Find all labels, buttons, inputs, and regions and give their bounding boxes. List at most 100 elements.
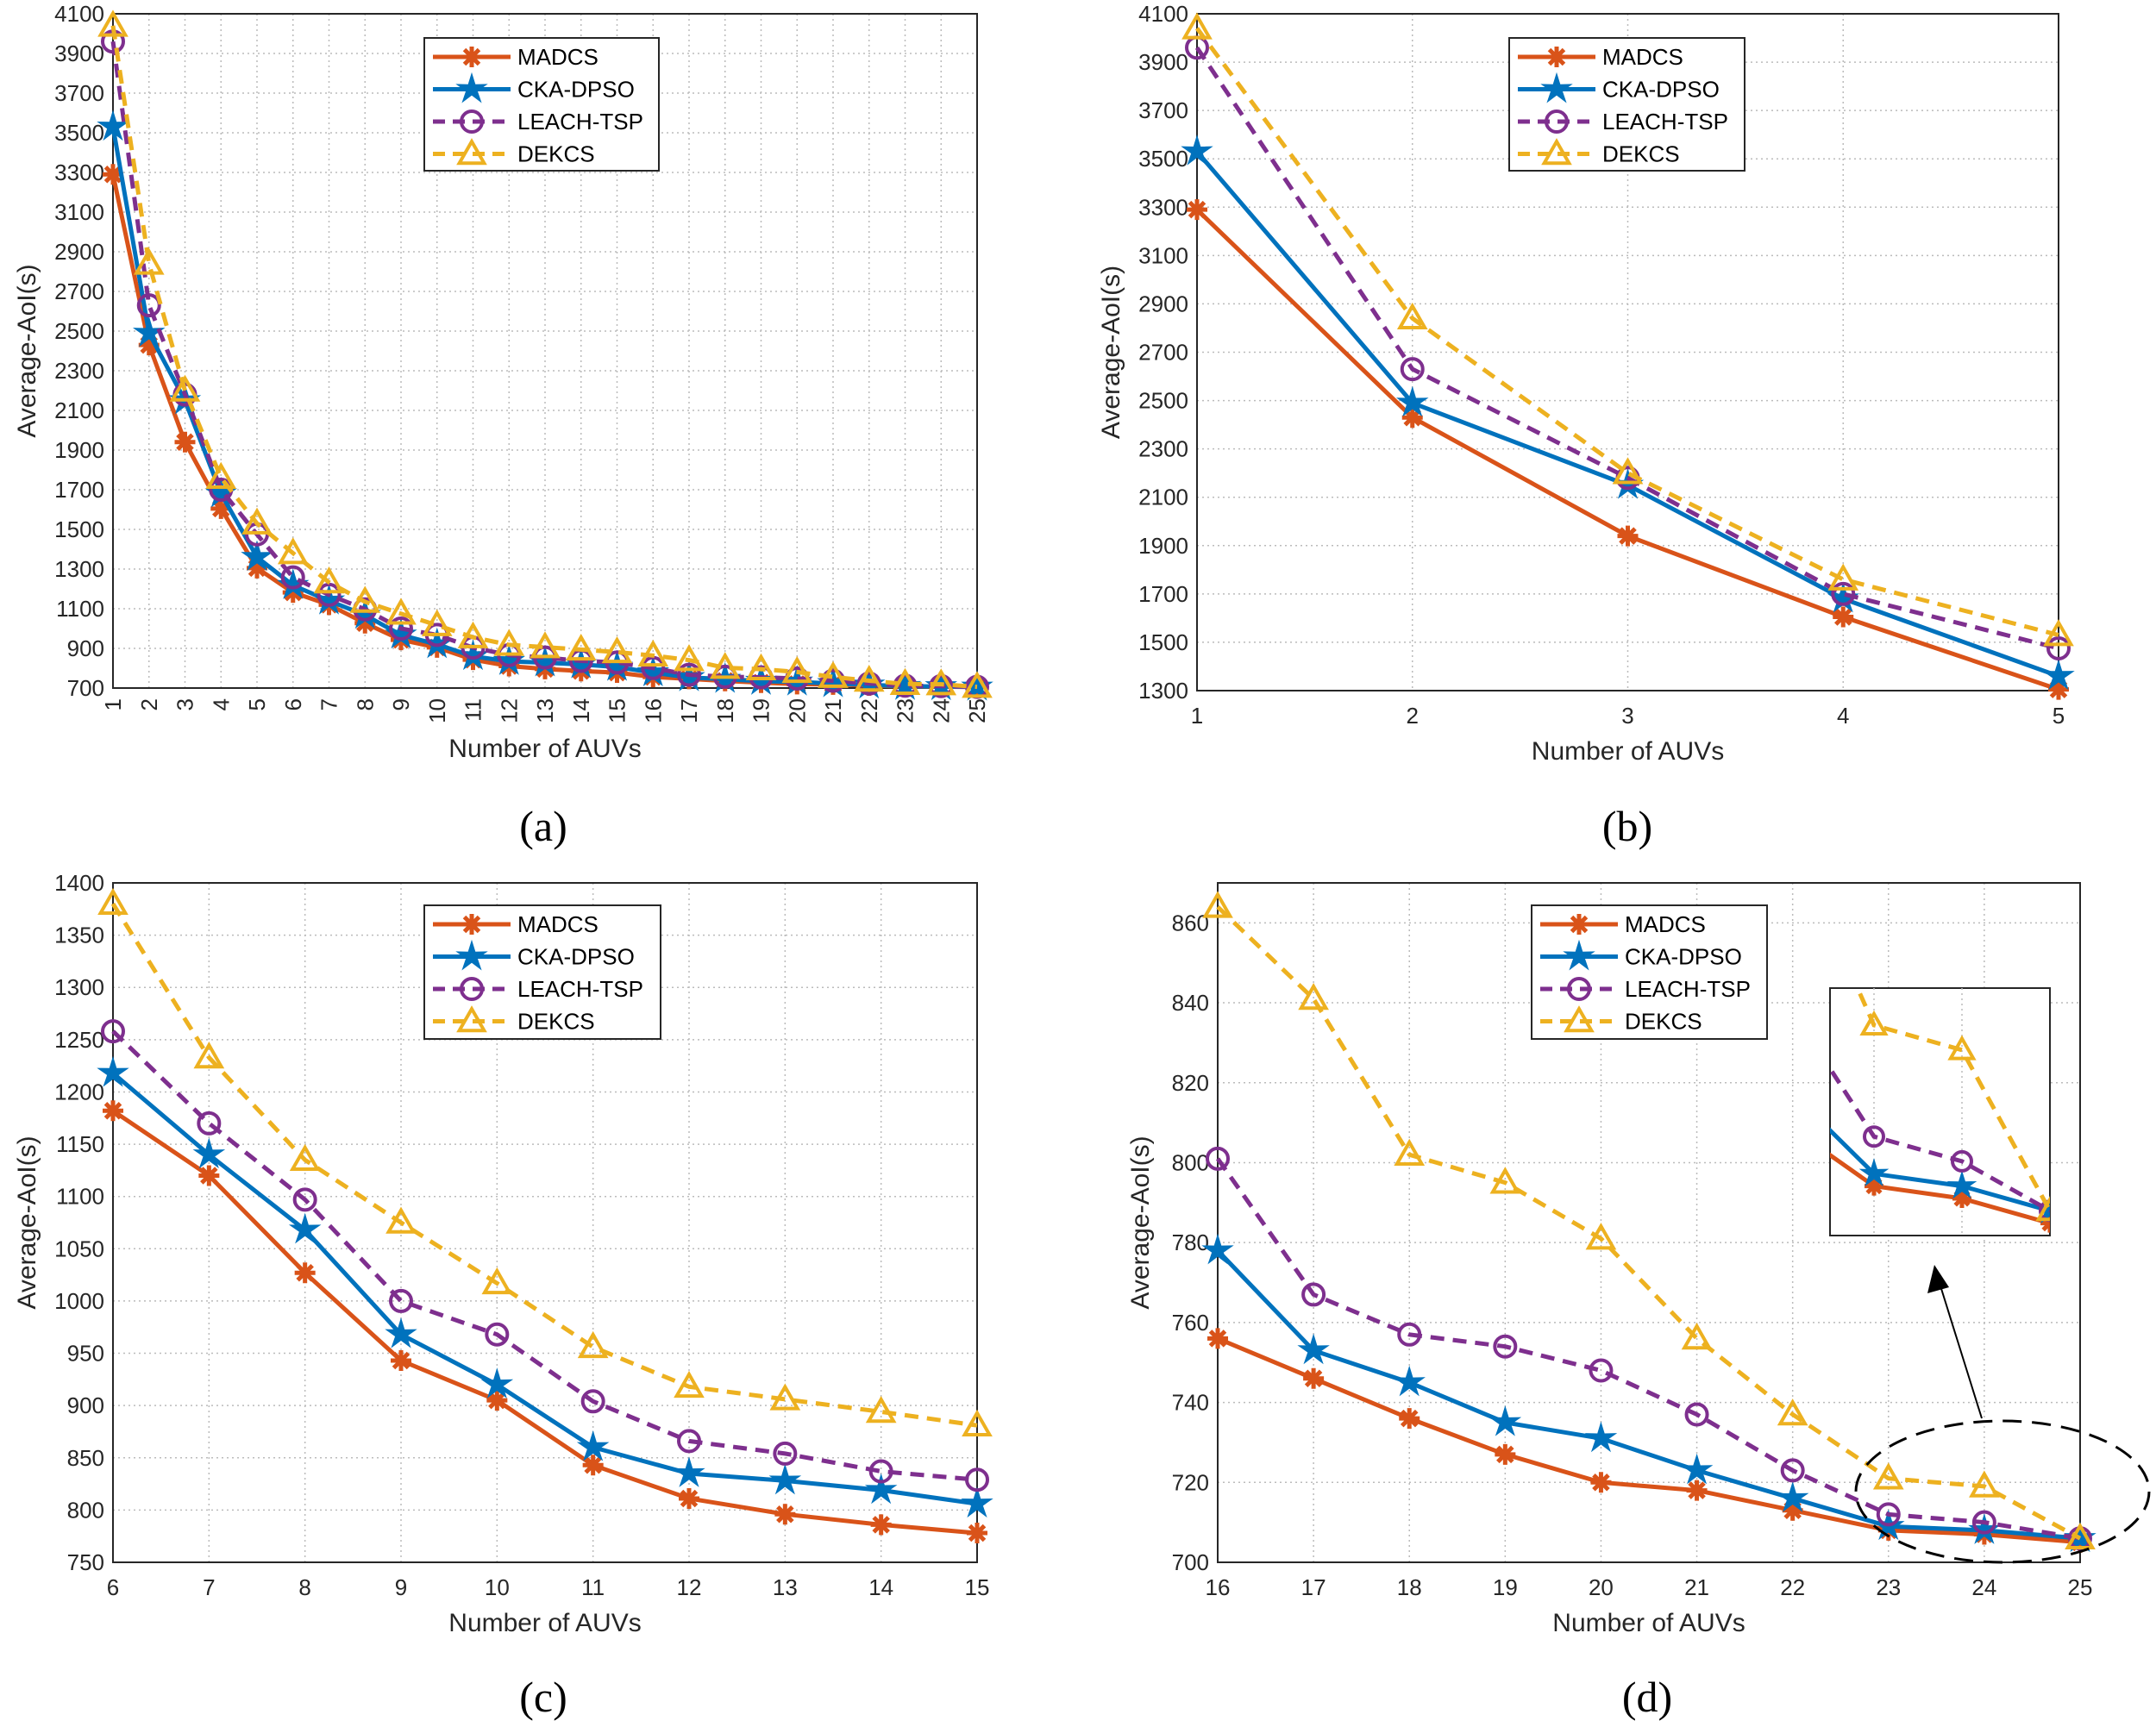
data-point-star	[1181, 135, 1213, 166]
data-point-triangle	[385, 1206, 417, 1234]
arrow-head-icon	[1927, 1265, 1949, 1293]
y-tick-label: 1050	[54, 1236, 104, 1261]
legend-marker-circle	[460, 110, 484, 134]
series-dekcs	[1181, 12, 2074, 647]
legend-label: CKA-DPSO	[1602, 77, 1720, 103]
x-tick-label: 8	[352, 698, 378, 710]
data-point-asterisk	[1590, 1472, 1612, 1493]
series-line	[1830, 1127, 2050, 1213]
legend-marker-triangle	[456, 138, 487, 166]
y-tick-label: 800	[1172, 1149, 1209, 1175]
panel-c: 750 800 850 900 950 1000 1050 1100 1150 1200 1250 1…	[13, 870, 993, 1721]
data-point-triangle	[1585, 1223, 1617, 1250]
data-point-asterisk	[138, 335, 160, 356]
data-point-circle	[1493, 1334, 1518, 1359]
data-point-circle	[317, 582, 342, 607]
x-tick-label: 4	[1837, 703, 1849, 729]
data-point-triangle	[709, 652, 741, 679]
y-tick-label: 2900	[1138, 291, 1188, 316]
data-point-triangle	[97, 9, 128, 37]
data-point-star	[1508, 838, 1535, 864]
x-tick-label: 16	[640, 698, 666, 723]
x-tick-label: 1	[100, 698, 126, 710]
data-point-asterisk	[198, 1165, 220, 1186]
x-tick-label: 7	[317, 698, 342, 710]
legend-marker-triangle	[1541, 138, 1572, 166]
legend-label: MADCS	[1625, 911, 1706, 937]
x-tick-label: 8	[298, 1574, 310, 1600]
x-tick-label: 20	[1589, 1574, 1614, 1600]
data-point-asterisk	[247, 557, 267, 579]
data-point-triangle	[1612, 457, 1644, 485]
x-tick-label: 4	[208, 698, 234, 710]
data-point-triangle	[818, 660, 849, 688]
series-cka-dpso	[97, 1055, 993, 1518]
y-tick-label: 2300	[54, 358, 104, 384]
data-point-circle	[1249, 26, 1268, 45]
data-point-asterisk	[1513, 942, 1532, 960]
data-point-asterisk	[282, 582, 304, 604]
y-tick-label: 1200	[54, 1079, 104, 1104]
data-point-asterisk	[870, 1514, 892, 1536]
y-tick-label: 4100	[1138, 1, 1188, 27]
data-point-asterisk	[967, 1523, 987, 1544]
legend-marker-asterisk	[461, 47, 482, 67]
series-line	[1215, 1157, 2081, 1541]
data-point-circle	[101, 1019, 125, 1044]
x-axis-label: Number of AUVs	[1532, 737, 1724, 766]
series-line	[111, 1109, 978, 1536]
data-point-triangle	[1687, 581, 1709, 601]
data-point-circle	[1971, 1510, 1996, 1535]
data-point-star	[241, 540, 273, 572]
axes-box	[1196, 13, 2059, 691]
data-point-circle	[389, 1288, 413, 1313]
data-point-circle	[389, 616, 413, 641]
data-point-triangle	[769, 1383, 801, 1411]
data-point-asterisk	[1617, 525, 1639, 547]
x-tick-label: 24	[928, 698, 954, 723]
series-madcs	[103, 164, 987, 698]
data-point-circle	[1206, 1146, 1230, 1171]
y-tick-label: 2500	[1138, 388, 1188, 414]
legend-box	[423, 37, 660, 172]
data-point-triangle	[133, 247, 165, 275]
y-axis-label: Average-AoI(s)	[1126, 1136, 1155, 1309]
data-point-asterisk	[1833, 606, 1854, 628]
data-point-circle	[280, 565, 305, 590]
data-point-triangle	[2065, 1522, 2096, 1549]
legend: MADCS CKA-DPSO LEACH-TSP DEKCS	[423, 904, 661, 1040]
y-tick-label: 1500	[1138, 629, 1188, 655]
data-point-triangle	[193, 1042, 225, 1069]
x-tick-label: 19	[1493, 1574, 1518, 1600]
series-line	[1216, 904, 2082, 1541]
data-point-triangle	[2035, 1196, 2050, 1222]
x-tick-label: 23	[893, 698, 918, 723]
data-point-triangle	[1859, 1010, 1889, 1036]
highlight-ellipse	[1854, 1419, 2151, 1564]
data-point-circle	[1863, 1125, 1885, 1148]
data-point-star	[288, 1212, 322, 1244]
data-point-asterisk	[1782, 1499, 1803, 1521]
data-point-asterisk	[679, 1488, 699, 1510]
data-point-asterisk	[1689, 1053, 1708, 1072]
x-tick-label: 18	[1397, 1574, 1422, 1600]
data-point-asterisk	[774, 1504, 796, 1525]
y-tick-label: 950	[67, 1341, 104, 1367]
data-point-triangle	[637, 639, 669, 667]
data-point-triangle	[1202, 891, 1233, 918]
y-tick-label: 3300	[1138, 194, 1188, 220]
data-point-triangle	[97, 887, 128, 916]
data-point-asterisk	[2048, 679, 2069, 700]
x-tick-label: 5	[244, 698, 270, 710]
x-tick-label: 9	[395, 1574, 407, 1600]
legend-marker-star	[1540, 72, 1573, 103]
y-tick-label: 1700	[1138, 581, 1188, 607]
y-tick-label: 1400	[54, 870, 104, 896]
x-tick-label: 2	[136, 698, 162, 710]
data-point-star	[385, 1317, 417, 1348]
x-tick-label: 23	[1876, 1574, 1901, 1600]
data-point-triangle	[1394, 1138, 1426, 1166]
data-point-star	[864, 1473, 898, 1505]
inset-series-dekcs	[1687, 581, 2050, 1222]
